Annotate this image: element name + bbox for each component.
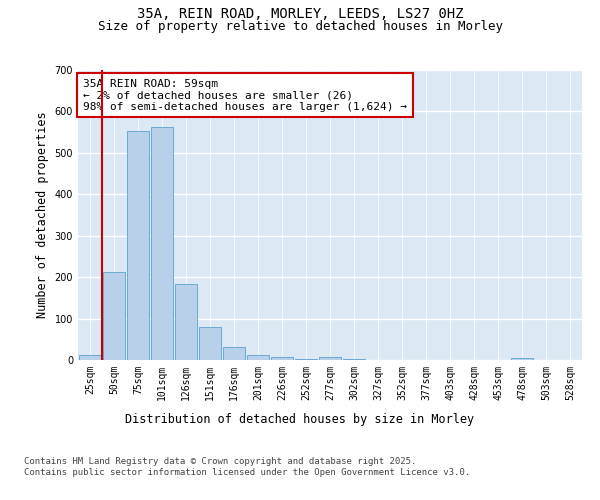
- Text: Size of property relative to detached houses in Morley: Size of property relative to detached ho…: [97, 20, 503, 33]
- Bar: [319, 356, 341, 360]
- Bar: [103, 272, 125, 360]
- Bar: [79, 355, 101, 360]
- Bar: [175, 284, 197, 360]
- Bar: [511, 358, 533, 360]
- Bar: [343, 359, 365, 360]
- Bar: [295, 359, 317, 360]
- Bar: [127, 131, 149, 360]
- Bar: [199, 328, 221, 360]
- Text: 35A REIN ROAD: 59sqm
← 2% of detached houses are smaller (26)
98% of semi-detach: 35A REIN ROAD: 59sqm ← 2% of detached ho…: [83, 78, 407, 112]
- Bar: [247, 354, 269, 360]
- Text: Contains HM Land Registry data © Crown copyright and database right 2025.
Contai: Contains HM Land Registry data © Crown c…: [24, 458, 470, 477]
- Y-axis label: Number of detached properties: Number of detached properties: [36, 112, 49, 318]
- Bar: [271, 356, 293, 360]
- Text: Distribution of detached houses by size in Morley: Distribution of detached houses by size …: [125, 412, 475, 426]
- Bar: [151, 127, 173, 360]
- Text: 35A, REIN ROAD, MORLEY, LEEDS, LS27 0HZ: 35A, REIN ROAD, MORLEY, LEEDS, LS27 0HZ: [137, 8, 463, 22]
- Bar: [223, 346, 245, 360]
